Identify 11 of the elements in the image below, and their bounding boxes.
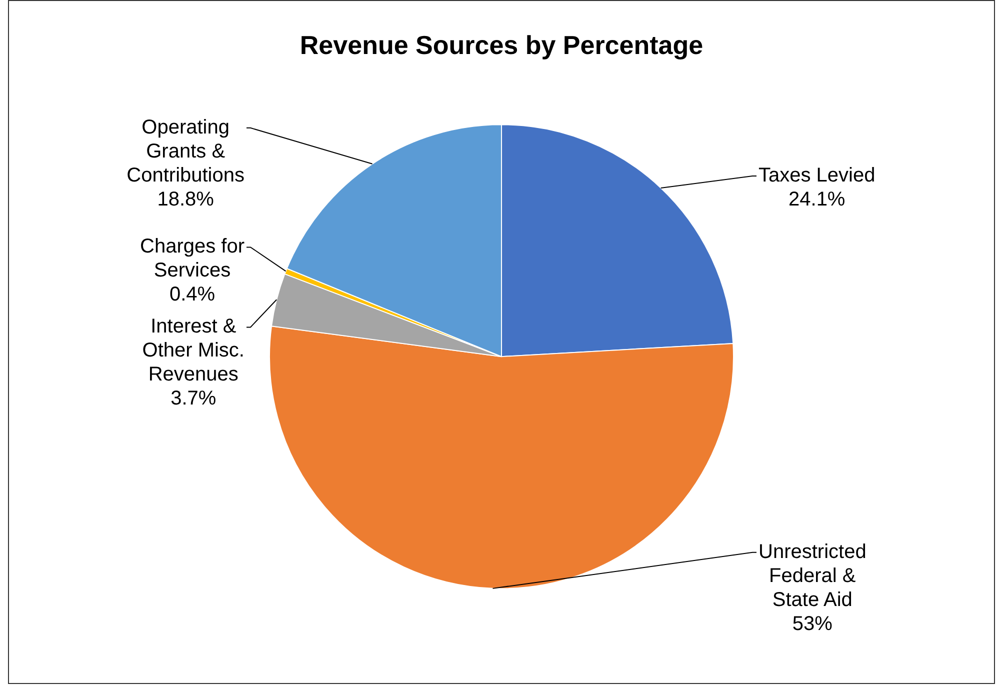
data-label: 24.1% [788,188,846,210]
slice-label: Interest & Other Misc. Revenues [142,316,245,386]
data-label: 53% [792,612,833,635]
slice-label: Charges for Services [140,236,245,282]
slice-label: Operating Grants & Contributions [126,116,244,186]
data-label: 18.8% [157,188,214,210]
slice-label: Unrestricted Federal & State Aid [758,540,866,611]
data-label: 0.4% [169,284,216,306]
chart-title: Revenue Sources by Percentage [300,30,704,60]
data-label: 3.7% [170,388,216,410]
slice-label: Taxes Levied [758,164,876,186]
